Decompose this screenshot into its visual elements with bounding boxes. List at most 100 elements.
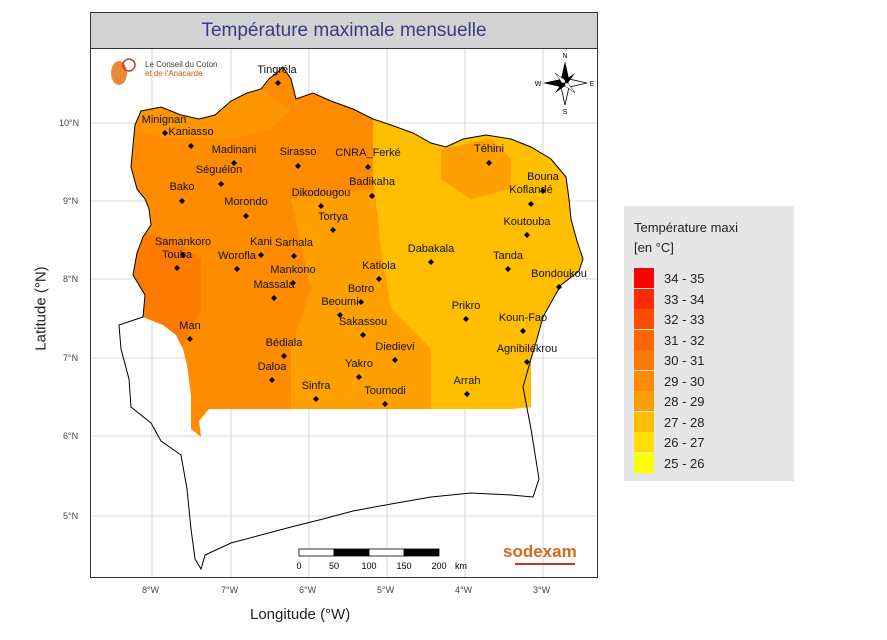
city-point-icon [231,160,237,166]
legend-title-line1: Température maxi [634,220,739,235]
logo-right-text: sodexam [503,542,577,561]
city-marker: Madinani [212,144,256,166]
city-marker: Katiola [362,260,397,282]
city-marker: Bédiala [266,337,303,359]
legend-label: 30 - 31 [664,353,705,368]
city-point-icon [382,401,388,407]
ytick-7n: 7°N [63,353,79,363]
city-label: Beoumi [321,296,358,308]
legend-label: 33 - 34 [664,291,705,307]
city-label: Sinfra [302,380,332,392]
city-label: Mankono [270,264,315,276]
city-point-icon [392,357,398,363]
city-label: Koflandé [509,184,552,196]
city-label: Agnibilékrou [497,343,558,355]
city-marker: Agnibilékrou [497,343,558,365]
city-label: Sirasso [280,146,317,158]
city-label: Séguélon [196,164,243,176]
city-label: Sarhala [275,237,314,249]
city-point-icon [162,130,168,136]
city-marker: Koutouba [503,216,551,238]
city-marker: Sinfra [302,380,332,402]
xtick-5w: 5°W [377,585,395,595]
city-point-icon [524,232,530,238]
xtick-6w: 6°W [299,585,317,595]
legend-title-line2: [en °C] [634,240,674,255]
city-marker: Tanda [493,250,524,272]
city-marker: Samankoro [155,236,211,258]
city-marker: Arrah [454,375,481,397]
city-point-icon [428,259,434,265]
city-marker: Téhini [474,143,504,166]
logo-left-line1: Le Conseil du Coton [145,60,218,69]
legend-label: 27 - 28 [664,414,705,430]
city-point-icon [269,377,275,383]
compass-s: S [563,109,568,116]
scale-tick-50: 50 [329,561,339,571]
sodexam-logo: sodexam [503,542,577,565]
city-point-icon [258,252,264,258]
city-label: Samankoro [155,236,211,248]
map-panel: Température maximale mensuelle [90,12,598,578]
city-point-icon [337,312,343,318]
legend-swatch [634,350,654,370]
city-label: Arrah [454,375,481,387]
xtick-3w: 3°W [533,585,551,595]
xtick-7w: 7°W [221,585,239,595]
city-marker: Bako [169,181,195,204]
legend-swatch [634,391,654,411]
city-point-icon [318,203,324,209]
scale-tick-100: 100 [361,561,376,571]
city-marker: Tortya [318,211,349,233]
city-label: Bondoukou [531,268,587,280]
city-point-icon [234,266,240,272]
city-point-icon [356,374,362,380]
city-point-icon [520,328,526,334]
city-marker: Kaniasso [168,126,214,149]
city-point-icon [271,295,277,301]
city-point-icon [358,299,364,305]
city-label: Koun-Fao [499,312,547,324]
city-label: Massala [254,279,296,291]
city-point-icon [179,198,185,204]
scale-bar: 0 50 100 150 200 km [296,548,467,571]
city-point-icon [463,316,469,322]
city-marker: Morondo [224,196,268,219]
city-marker: Worofla [218,250,257,272]
city-point-icon [290,280,296,286]
city-marker: Toumodi [364,385,406,407]
city-point-icon [281,353,287,359]
north-arrow-icon: N S E W [535,53,595,116]
city-label: Koutouba [503,216,551,228]
city-point-icon [360,332,366,338]
scale-tick-150: 150 [396,561,411,571]
city-label: Kani [250,236,272,248]
city-label: Prikro [452,300,481,312]
map-title: Température maximale mensuelle [91,13,597,49]
city-label: Tingréla [257,64,297,76]
city-marker: Minignan [142,114,186,136]
city-marker: Yakro [345,358,373,380]
legend-title: Température maxi [en °C] [634,218,738,258]
city-label: Badikaha [349,176,396,188]
legend-label: 31 - 32 [664,332,705,348]
city-label: Dabakala [408,243,455,255]
legend-swatch [634,288,654,309]
city-label: Botro [348,283,374,295]
cca-logo: Le Conseil du Coton et de l'Anacarde [111,58,218,85]
legend-label: 25 - 26 [664,455,705,471]
city-label: Tanda [493,250,524,262]
city-label: Man [179,320,200,332]
city-point-icon [174,265,180,271]
legend-label: 26 - 27 [664,435,705,450]
city-marker: Touba [162,249,193,271]
logo-left-line2: et de l'Anacarde [145,69,203,78]
city-point-icon [291,253,297,259]
city-label: Touba [162,249,193,261]
legend-swatch [634,452,654,473]
city-marker: Massala [254,279,296,301]
city-marker: Man [179,320,201,342]
city-marker: Tingréla [257,64,298,86]
city-point-icon [243,213,249,219]
